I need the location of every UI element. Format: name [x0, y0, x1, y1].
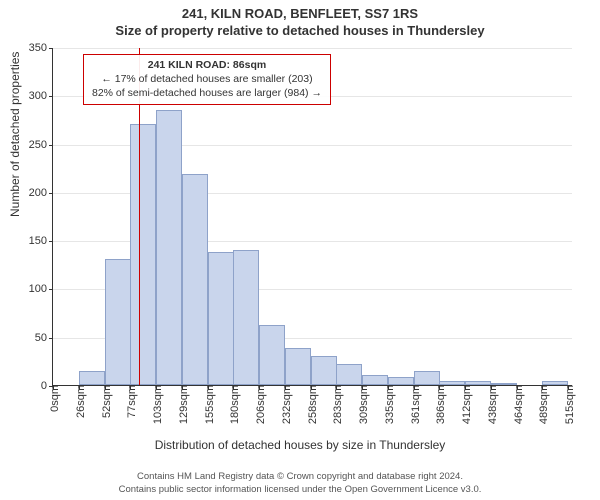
histogram-chart: 0501001502002503003500sqm26sqm52sqm77sqm…	[52, 48, 572, 386]
footer-line1: Contains HM Land Registry data © Crown c…	[0, 471, 600, 483]
ytick-label: 250	[29, 139, 53, 151]
ytick-label: 200	[29, 187, 53, 199]
histogram-bar	[208, 252, 234, 385]
histogram-bar	[156, 110, 182, 385]
chart-title-block: 241, KILN ROAD, BENFLEET, SS7 1RS Size o…	[0, 0, 600, 38]
xtick-label: 103sqm	[148, 385, 164, 424]
histogram-bar	[105, 259, 131, 385]
xtick-label: 129sqm	[174, 385, 190, 424]
histogram-bar	[79, 371, 105, 385]
annotation-line1: 241 KILN ROAD: 86sqm	[92, 58, 322, 72]
xtick-label: 283sqm	[328, 385, 344, 424]
histogram-bar	[259, 325, 285, 385]
xtick-label: 386sqm	[431, 385, 447, 424]
xtick-label: 464sqm	[509, 385, 525, 424]
xtick-label: 309sqm	[354, 385, 370, 424]
histogram-bar	[182, 174, 208, 385]
xtick-label: 77sqm	[122, 385, 138, 418]
annotation-box: 241 KILN ROAD: 86sqm← 17% of detached ho…	[83, 54, 331, 105]
xtick-label: 206sqm	[251, 385, 267, 424]
footer-line2: Contains public sector information licen…	[0, 484, 600, 496]
histogram-bar	[362, 375, 388, 385]
histogram-bar	[311, 356, 337, 385]
title-line1: 241, KILN ROAD, BENFLEET, SS7 1RS	[0, 6, 600, 21]
xtick-label: 0sqm	[45, 385, 61, 412]
xtick-label: 335sqm	[380, 385, 396, 424]
xtick-label: 489sqm	[534, 385, 550, 424]
histogram-bar	[285, 348, 311, 385]
histogram-bar	[414, 371, 440, 385]
ytick-label: 150	[29, 235, 53, 247]
histogram-bar	[130, 124, 156, 385]
x-axis-label: Distribution of detached houses by size …	[0, 438, 600, 452]
xtick-label: 361sqm	[406, 385, 422, 424]
gridline	[53, 48, 572, 49]
xtick-label: 438sqm	[483, 385, 499, 424]
xtick-label: 52sqm	[97, 385, 113, 418]
y-axis-label: Number of detached properties	[8, 52, 22, 217]
xtick-label: 155sqm	[200, 385, 216, 424]
xtick-label: 180sqm	[225, 385, 241, 424]
title-line2: Size of property relative to detached ho…	[0, 23, 600, 38]
ytick-label: 350	[29, 42, 53, 54]
ytick-label: 50	[35, 332, 53, 344]
footer-attribution: Contains HM Land Registry data © Crown c…	[0, 471, 600, 496]
histogram-bar	[388, 377, 414, 385]
xtick-label: 515sqm	[560, 385, 576, 424]
ytick-label: 100	[29, 283, 53, 295]
ytick-label: 300	[29, 90, 53, 102]
annotation-line3: 82% of semi-detached houses are larger (…	[92, 86, 322, 100]
histogram-bar	[233, 250, 259, 385]
annotation-line2: ← 17% of detached houses are smaller (20…	[92, 72, 322, 86]
xtick-label: 232sqm	[277, 385, 293, 424]
histogram-bar	[336, 364, 362, 385]
xtick-label: 412sqm	[457, 385, 473, 424]
xtick-label: 258sqm	[303, 385, 319, 424]
xtick-label: 26sqm	[71, 385, 87, 418]
